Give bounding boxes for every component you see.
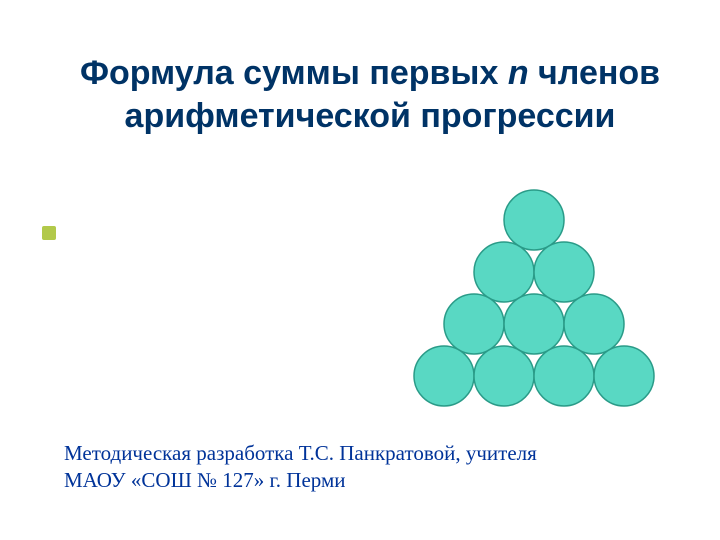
pyramid-circle bbox=[534, 346, 594, 406]
pyramid-circle bbox=[474, 346, 534, 406]
title-italic: n bbox=[508, 54, 529, 92]
pyramid-circle bbox=[444, 294, 504, 354]
slide: Формула суммы первых n членов арифметиче… bbox=[0, 0, 720, 540]
subtitle: Методическая разработка Т.С. Панкратовой… bbox=[64, 440, 644, 495]
subtitle-line2: МАОУ «СОШ № 127» г. Перми bbox=[64, 468, 345, 492]
pyramid-diagram bbox=[412, 186, 658, 414]
pyramid-circle bbox=[534, 242, 594, 302]
pyramid-svg bbox=[412, 186, 658, 414]
title-prefix: Формула суммы первых bbox=[80, 54, 508, 92]
page-title: Формула суммы первых n членов арифметиче… bbox=[60, 52, 680, 137]
bullet-icon bbox=[42, 226, 56, 240]
pyramid-circle bbox=[414, 346, 474, 406]
pyramid-circle bbox=[504, 294, 564, 354]
subtitle-line1: Методическая разработка Т.С. Панкратовой… bbox=[64, 441, 537, 465]
pyramid-circle bbox=[474, 242, 534, 302]
pyramid-circle bbox=[594, 346, 654, 406]
pyramid-circle bbox=[564, 294, 624, 354]
pyramid-circle bbox=[504, 190, 564, 250]
